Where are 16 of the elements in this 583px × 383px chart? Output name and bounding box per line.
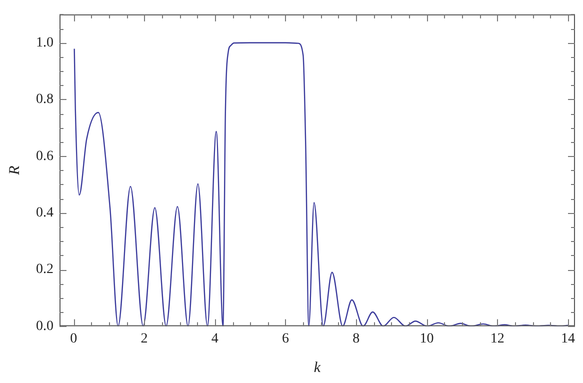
x-tick-label: 10 [420,331,434,346]
x-tick-label: 4 [211,331,218,346]
x-tick-label: 6 [282,331,289,346]
x-tick-label: 0 [70,331,78,346]
y-tick-label: 0.2 [36,262,54,278]
x-tick-label: 2 [140,331,148,346]
x-axis-title: k [314,360,321,376]
y-axis-title: R [6,166,23,176]
y-tick-label: 0.8 [36,92,54,108]
x-tick-label: 8 [352,331,360,346]
y-tick-label: 0.6 [36,148,54,164]
y-tick-label: 0.0 [36,318,54,334]
y-tick-label: 1.0 [36,35,54,50]
x-tick-label: 14 [560,331,575,346]
y-tick-label: 0.4 [36,205,54,220]
x-tick-label: 12 [490,331,504,346]
